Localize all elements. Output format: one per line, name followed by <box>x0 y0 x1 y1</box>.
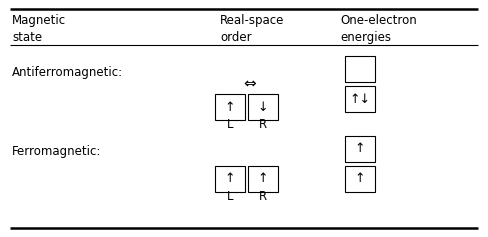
Text: ↑: ↑ <box>225 173 235 186</box>
Text: ↑: ↑ <box>355 173 365 186</box>
Text: ↓: ↓ <box>258 100 268 114</box>
Text: ↑: ↑ <box>355 142 365 155</box>
Bar <box>345 166 375 192</box>
Bar <box>248 94 278 120</box>
Text: L: L <box>227 118 233 132</box>
Bar <box>215 166 245 192</box>
Text: L: L <box>227 191 233 204</box>
Text: Real-space
order: Real-space order <box>220 14 285 44</box>
Text: Antiferromagnetic:: Antiferromagnetic: <box>12 65 123 78</box>
Bar <box>345 136 375 162</box>
Text: Magnetic
state: Magnetic state <box>12 14 66 44</box>
Bar <box>248 166 278 192</box>
Text: ↑: ↑ <box>225 100 235 114</box>
Bar <box>345 56 375 82</box>
Text: R: R <box>259 191 267 204</box>
Bar <box>345 86 375 112</box>
Text: $\Leftrightarrow$: $\Leftrightarrow$ <box>242 74 259 90</box>
Text: One-electron
energies: One-electron energies <box>340 14 417 44</box>
Text: Ferromagnetic:: Ferromagnetic: <box>12 146 102 159</box>
Text: R: R <box>259 118 267 132</box>
Bar <box>215 94 245 120</box>
Text: ↑↓: ↑↓ <box>349 92 370 105</box>
Text: ↑: ↑ <box>258 173 268 186</box>
